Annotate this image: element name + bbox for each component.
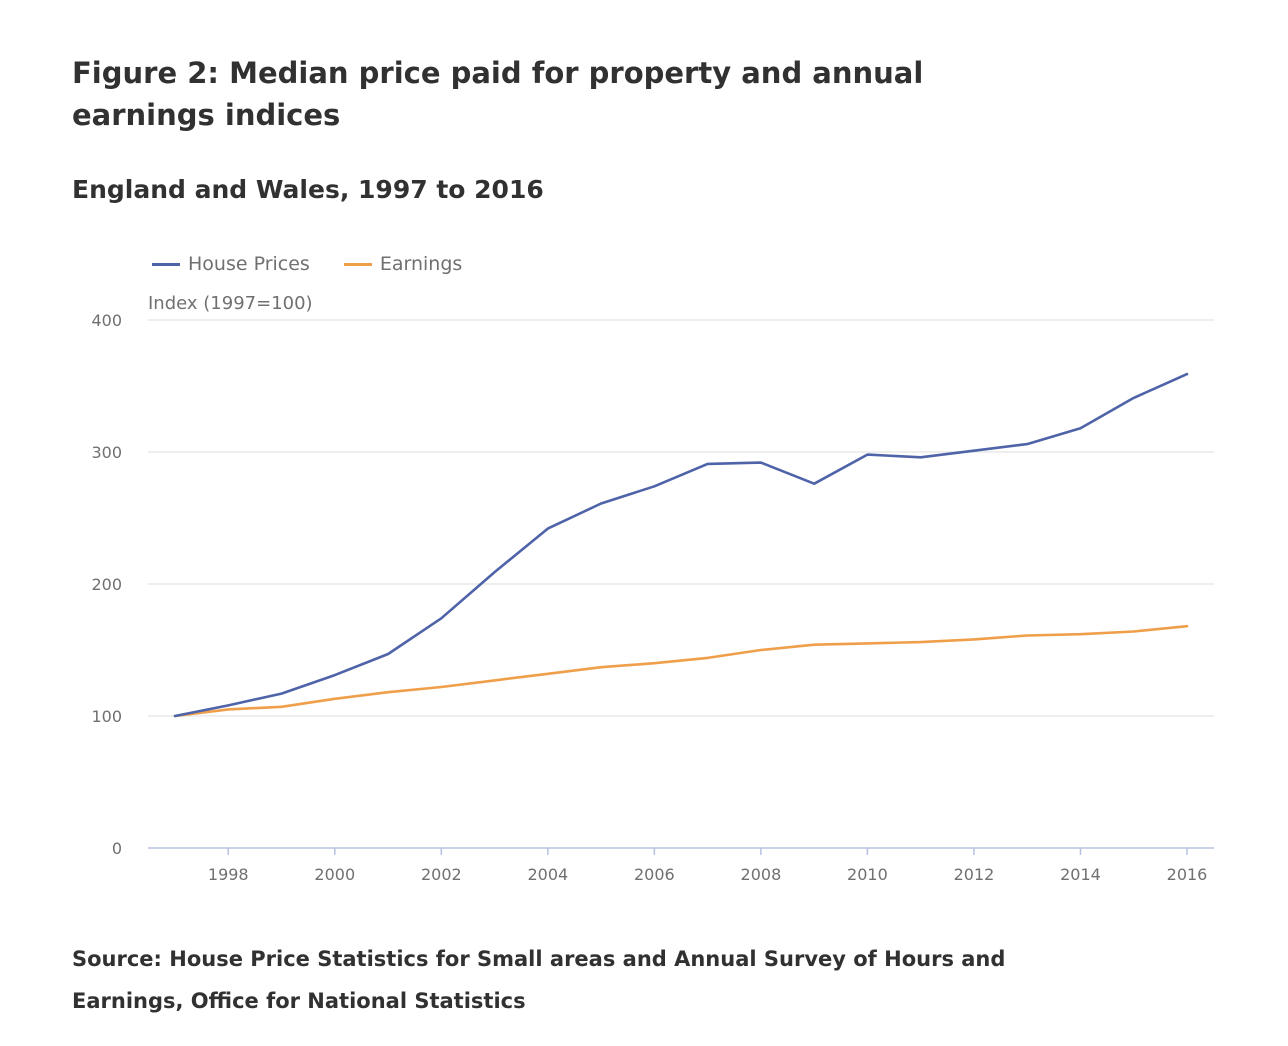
x-tick-label-2002: 2002 [421, 865, 462, 884]
chart-subtitle: England and Wales, 1997 to 2016 [72, 175, 544, 204]
y-tick-label-0: 0 [112, 839, 122, 858]
legend-swatch-earnings [343, 262, 372, 266]
x-tick-label-2006: 2006 [634, 865, 675, 884]
legend-label-earnings: Earnings [379, 253, 463, 275]
y-tick-label-400: 400 [91, 311, 122, 330]
series-line-house-prices [173, 372, 1189, 718]
x-tick-label-2004: 2004 [527, 865, 568, 884]
y-tick-label-200: 200 [91, 575, 122, 594]
legend-label-house-prices: House Prices [188, 253, 310, 275]
y-tick-label-300: 300 [91, 443, 122, 462]
x-tick-label-2010: 2010 [847, 865, 888, 884]
legend-swatch-house-prices [152, 262, 180, 266]
chart-source: Source: House Price Statistics for Small… [72, 947, 1006, 1013]
series-line-earnings [173, 624, 1189, 718]
y-axis-label: Index (1997=100) [148, 293, 313, 314]
x-tick-label-1998: 1998 [208, 865, 249, 884]
x-tick-label-2016: 2016 [1167, 865, 1208, 884]
legend-item-earnings[interactable]: Earnings [343, 253, 463, 275]
legend-item-house-prices[interactable]: House Prices [152, 253, 310, 275]
x-tick-label-2008: 2008 [741, 865, 782, 884]
y-tick-label-100: 100 [91, 707, 122, 726]
x-tick-label-2014: 2014 [1060, 865, 1101, 884]
x-tick-label-2012: 2012 [954, 865, 995, 884]
chart-title: Figure 2: Median price paid for property… [72, 56, 924, 132]
x-tick-label-2000: 2000 [314, 865, 355, 884]
legend: House Prices Earnings [152, 250, 496, 278]
